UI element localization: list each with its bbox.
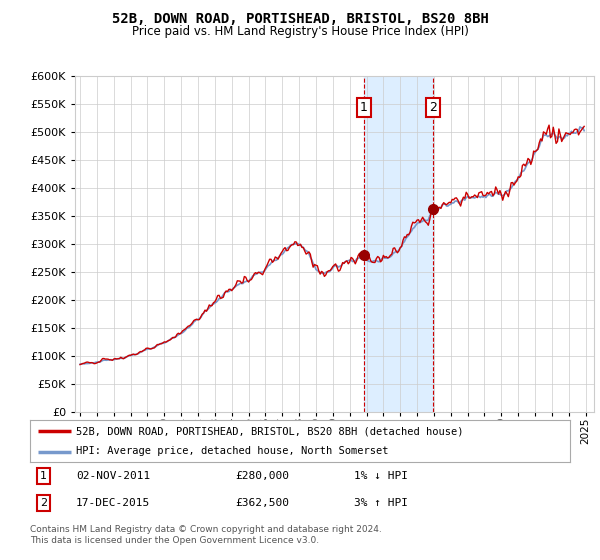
Text: £280,000: £280,000 [235,471,289,481]
Bar [364,76,433,412]
Text: 17-DEC-2015: 17-DEC-2015 [76,498,150,508]
Text: 52B, DOWN ROAD, PORTISHEAD, BRISTOL, BS20 8BH (detached house): 52B, DOWN ROAD, PORTISHEAD, BRISTOL, BS2… [76,426,463,436]
Text: HPI: Average price, detached house, North Somerset: HPI: Average price, detached house, Nort… [76,446,388,456]
Text: Price paid vs. HM Land Registry's House Price Index (HPI): Price paid vs. HM Land Registry's House … [131,25,469,38]
Text: 1: 1 [40,471,47,481]
Text: 02-NOV-2011: 02-NOV-2011 [76,471,150,481]
Text: £362,500: £362,500 [235,498,289,508]
Text: 1% ↓ HPI: 1% ↓ HPI [354,471,408,481]
Text: 2: 2 [40,498,47,508]
Text: 1: 1 [360,101,368,114]
Text: 52B, DOWN ROAD, PORTISHEAD, BRISTOL, BS20 8BH: 52B, DOWN ROAD, PORTISHEAD, BRISTOL, BS2… [112,12,488,26]
Text: Contains HM Land Registry data © Crown copyright and database right 2024.
This d: Contains HM Land Registry data © Crown c… [30,525,382,545]
Text: 2: 2 [430,101,437,114]
Text: 3% ↑ HPI: 3% ↑ HPI [354,498,408,508]
